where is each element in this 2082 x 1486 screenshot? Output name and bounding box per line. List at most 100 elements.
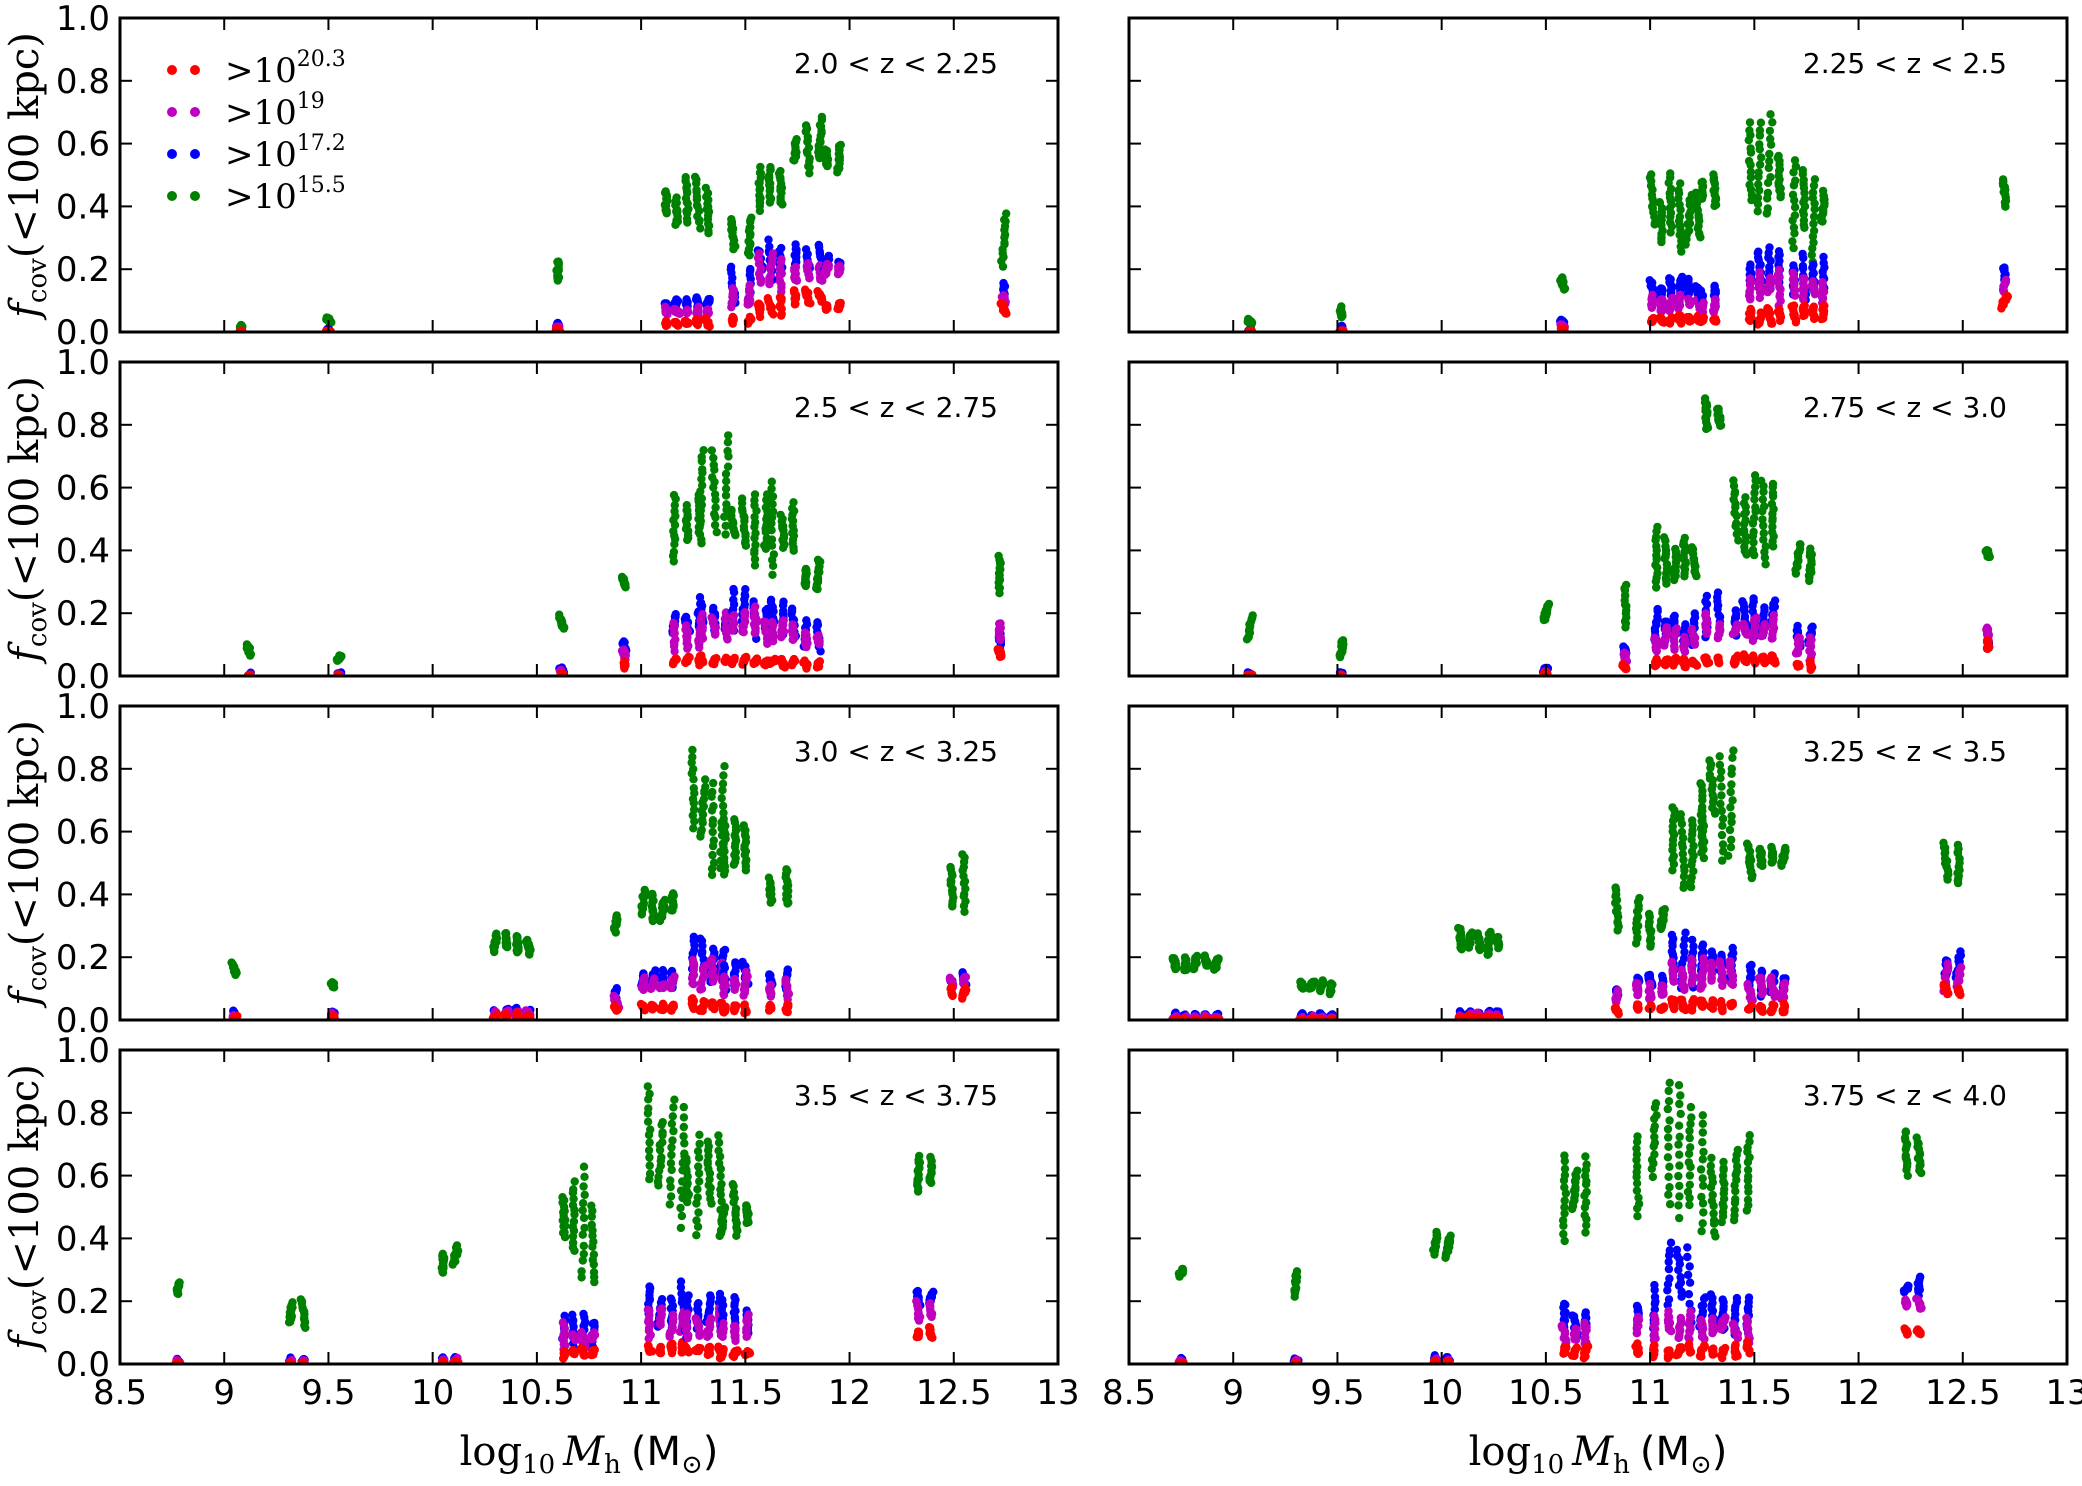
s19-point xyxy=(730,974,739,984)
s15-point xyxy=(751,540,760,550)
s17-point xyxy=(1681,620,1690,629)
y-tick-label: 0.6 xyxy=(56,469,110,509)
s15-point xyxy=(767,477,776,486)
s20-point xyxy=(1806,657,1815,666)
s15-point xyxy=(739,821,748,830)
s19-point xyxy=(707,613,716,622)
s20-point xyxy=(2003,292,2013,301)
s17-point xyxy=(1999,264,2008,273)
s15-point xyxy=(1622,580,1631,590)
s15-point xyxy=(1998,175,2008,184)
s19-point xyxy=(995,619,1004,628)
s20-point xyxy=(1794,660,1803,669)
s17-point xyxy=(741,585,750,594)
s19-point xyxy=(688,955,697,965)
cluster-9 xyxy=(996,209,1011,318)
s17-point xyxy=(1670,611,1679,620)
s19-point xyxy=(961,972,970,982)
cluster-8 xyxy=(1791,540,1817,675)
s20-point xyxy=(1701,653,1710,662)
s15-point xyxy=(1763,188,1773,198)
panel-frame xyxy=(1127,16,2069,334)
s20-point xyxy=(1713,654,1722,663)
s20-point xyxy=(1800,301,1809,310)
s15-point xyxy=(1765,157,1774,166)
s15-point xyxy=(337,652,346,661)
s15-point xyxy=(689,805,699,814)
cluster-4 xyxy=(609,911,624,1015)
s17-point xyxy=(1749,594,1758,603)
cluster-4 xyxy=(617,572,631,673)
s15-point xyxy=(768,570,777,579)
s15-point xyxy=(727,505,736,515)
panel-4-points xyxy=(1242,394,1995,676)
s15-point xyxy=(1671,544,1680,554)
s17-point xyxy=(1731,606,1740,615)
s15-point xyxy=(1745,126,1754,135)
s15-point xyxy=(709,802,718,811)
s19-point xyxy=(823,259,832,269)
s15-point xyxy=(722,500,731,509)
s15-point xyxy=(1768,488,1778,498)
s20-point xyxy=(961,984,970,993)
s20-point xyxy=(777,655,786,664)
cluster-3 xyxy=(555,610,569,676)
s15-point xyxy=(1746,144,1755,153)
s15-point xyxy=(776,166,785,176)
s15-point xyxy=(723,462,733,471)
s15-point xyxy=(669,547,679,557)
s15-point xyxy=(767,484,776,493)
s15-point xyxy=(727,215,736,224)
s15-point xyxy=(817,112,827,122)
s19-point xyxy=(1755,268,1764,277)
s20-point xyxy=(1749,651,1758,660)
s15-point xyxy=(697,494,706,503)
cluster-1 xyxy=(227,958,242,1020)
s20-point xyxy=(729,313,738,323)
s17-point xyxy=(802,616,811,625)
s19-point xyxy=(2001,275,2011,284)
cluster-1 xyxy=(1242,611,1257,676)
s17-point xyxy=(658,966,668,975)
s15-point xyxy=(690,172,700,182)
s15-point xyxy=(1558,273,1567,282)
s15-point xyxy=(768,492,778,501)
s17-point xyxy=(814,240,823,250)
s15-point xyxy=(699,795,708,804)
s15-point xyxy=(721,484,731,493)
cluster-6 xyxy=(1700,394,1726,668)
s15-point xyxy=(767,535,777,544)
cluster-5 xyxy=(1696,170,1721,327)
s19-point xyxy=(701,961,710,970)
s15-point xyxy=(1809,238,1818,247)
panel-2: 2.25 < z < 2.5 xyxy=(1127,16,2069,334)
s15-point xyxy=(1745,118,1755,127)
panel-frame xyxy=(1127,360,2069,678)
s15-point xyxy=(1214,954,1223,963)
s15-point xyxy=(669,490,679,500)
s17-point xyxy=(1690,609,1700,618)
s17-point xyxy=(1713,588,1723,597)
s15-point xyxy=(1757,153,1766,162)
s19-point xyxy=(1818,278,1827,287)
s20-point xyxy=(647,1000,656,1010)
s20-point xyxy=(763,294,772,303)
cluster-6 xyxy=(753,162,787,322)
s15-point xyxy=(327,979,336,988)
cluster-3 xyxy=(1556,273,1570,332)
s15-point xyxy=(661,187,670,196)
s20-point xyxy=(766,1002,776,1011)
s20-point xyxy=(1709,315,1718,324)
s15-point xyxy=(1338,636,1348,645)
panel-5: 0.00.20.40.60.81.03.0 < z < 3.25fcov(<10… xyxy=(2,687,1060,1041)
s17-point xyxy=(791,240,800,249)
s17-point xyxy=(696,934,705,943)
s15-point xyxy=(492,929,501,938)
s15-point xyxy=(768,507,778,516)
s17-point xyxy=(1770,596,1780,605)
panel-1: 0.00.20.40.60.81.02.0 < z < 2.25fcov(<10… xyxy=(2,0,1060,353)
s17-point xyxy=(689,932,698,941)
s15-point xyxy=(719,814,728,824)
y-tick-label: 0.6 xyxy=(56,125,110,165)
